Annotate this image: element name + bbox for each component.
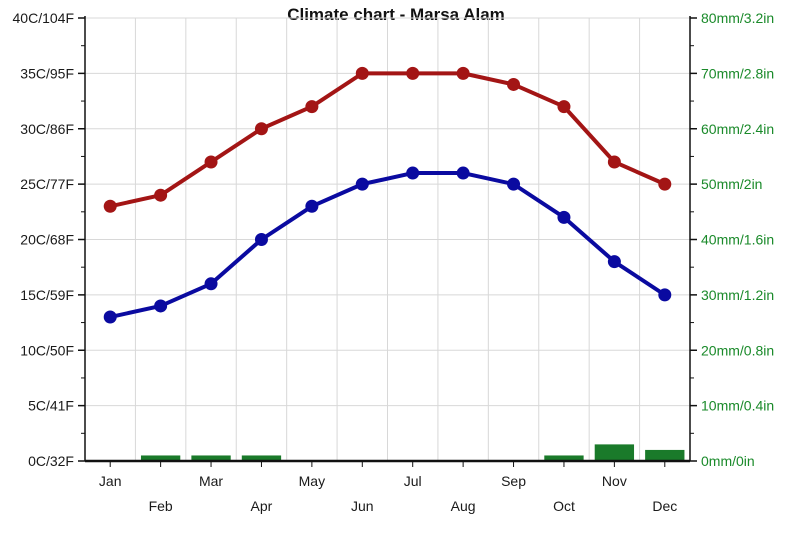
temperature-point-2-mar (204, 277, 218, 291)
x-tick-label-dec: Dec (652, 498, 677, 514)
temperature-point-2-dec (658, 288, 672, 302)
right-tick-label: 30mm/1.2in (701, 287, 774, 303)
temperature-point-2-apr (254, 233, 268, 246)
temperature-point-1-jun (355, 66, 369, 80)
right-tick-label: 10mm/0.4in (701, 398, 774, 414)
x-tick-label-jan: Jan (99, 473, 122, 489)
x-tick-label-feb: Feb (149, 498, 173, 514)
left-tick-label: 25C/77F (20, 176, 74, 192)
left-tick-label: 20C/68F (20, 232, 74, 248)
precipitation-bar-mar (191, 455, 231, 461)
x-tick-label-oct: Oct (553, 498, 575, 514)
axes (78, 16, 697, 467)
temperature-line-1 (108, 71, 667, 209)
left-tick-label: 35C/95F (20, 65, 74, 81)
right-tick-label: 50mm/2in (701, 176, 762, 192)
x-tick-label-may: May (299, 473, 325, 489)
temperature-point-1-mar (204, 155, 218, 169)
tick-labels: 0C/32F 5C/41F 10C/50F 15C/59F 20C/68F 25C/77F… (13, 10, 775, 514)
temperature-point-1-jul (406, 66, 420, 80)
precipitation-bar-nov (594, 444, 635, 461)
left-tick-label: 0C/32F (28, 453, 74, 469)
temperature-point-1-dec (658, 177, 672, 191)
temperature-point-1-jan (103, 199, 117, 213)
left-tick-label: 5C/41F (28, 398, 74, 414)
left-tick-label: 10C/50F (20, 342, 74, 358)
x-tick-label-apr: Apr (251, 498, 273, 514)
right-tick-label: 20mm/0.8in (701, 342, 774, 358)
right-tick-label: 70mm/2.8in (701, 65, 774, 81)
x-tick-label-sep: Sep (501, 473, 526, 489)
temperature-point-2-oct (557, 210, 571, 224)
temperature-point-1-oct (557, 100, 571, 114)
precipitation-bar-feb (140, 455, 181, 461)
temperature-point-1-sep (507, 77, 521, 91)
right-tick-label: 80mm/3.2in (701, 10, 774, 26)
x-tick-label-mar: Mar (199, 473, 223, 489)
temperature-lines (103, 66, 672, 324)
x-tick-label-nov: Nov (602, 473, 627, 489)
temperature-point-2-aug (456, 166, 470, 180)
left-tick-label: 15C/59F (20, 287, 74, 303)
temperature-point-1-nov (607, 155, 621, 169)
left-tick-label: 40C/104F (13, 10, 74, 26)
temperature-point-2-sep (507, 177, 521, 191)
precipitation-bars (140, 444, 685, 461)
temperature-point-2-feb (154, 299, 168, 313)
precipitation-bar-oct (544, 455, 584, 461)
grid-lines (84, 17, 691, 462)
temperature-point-2-jan (103, 310, 117, 324)
temperature-point-1-may (305, 100, 319, 114)
temperature-line-2 (108, 171, 667, 320)
x-tick-label-jun: Jun (351, 498, 374, 514)
chart-title: Climate chart - Marsa Alam (287, 5, 505, 24)
right-tick-label: 0mm/0in (701, 453, 755, 469)
temperature-point-2-may (305, 199, 319, 213)
temperature-point-1-aug (456, 66, 470, 80)
temperature-point-2-jun (355, 177, 369, 191)
temperature-point-2-jul (406, 166, 420, 180)
right-tick-label: 40mm/1.6in (701, 232, 774, 248)
temperature-point-2-nov (607, 255, 621, 269)
x-tick-label-jul: Jul (404, 473, 422, 489)
left-tick-label: 30C/86F (20, 121, 74, 137)
temperature-point-1-feb (154, 188, 168, 202)
temperature-point-1-apr (254, 122, 268, 136)
precipitation-bar-apr (241, 455, 282, 461)
right-tick-label: 60mm/2.4in (701, 121, 774, 137)
precipitation-bar-dec (645, 449, 685, 461)
x-tick-label-aug: Aug (451, 498, 476, 514)
